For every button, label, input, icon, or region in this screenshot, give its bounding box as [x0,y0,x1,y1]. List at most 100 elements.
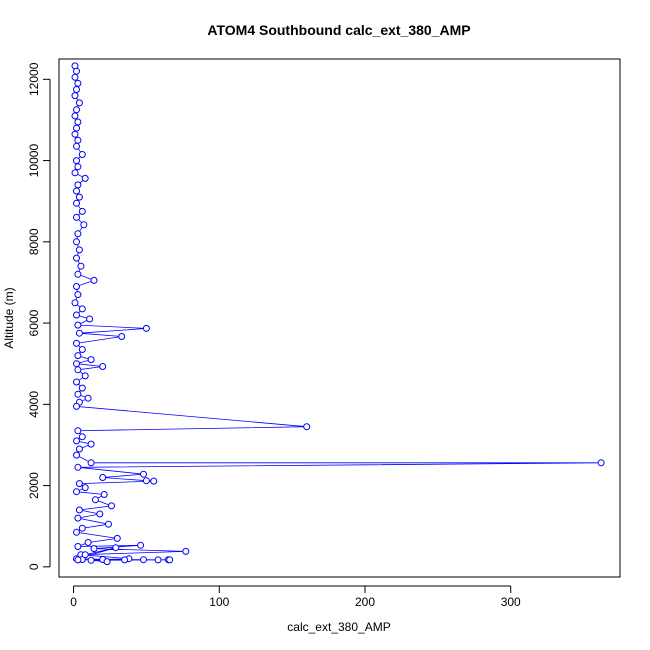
data-point [78,207,86,215]
data-point [73,528,80,536]
data-point [73,124,80,132]
data-point [84,539,92,546]
data-point [75,445,83,453]
x-axis: 0 100 200 300 [70,585,521,609]
y-tick-label: 4000 [27,391,41,418]
y-tick-label: 2000 [27,472,41,499]
data-point [99,474,107,481]
data-point [74,79,82,87]
data-point [74,118,82,126]
data-point [90,276,98,284]
y-axis-label: Altitude (m) [2,287,16,348]
data-point [182,547,190,555]
data-point [78,384,86,392]
data-point [80,221,88,229]
data-point [73,187,80,195]
data-point [71,169,79,177]
data-point [91,496,99,504]
data-point [74,366,82,374]
data-point [73,67,80,75]
data-point [74,463,82,471]
data-point [71,92,79,100]
data-point [100,491,108,498]
data-point [77,262,85,270]
data-point [73,106,80,114]
data-point [112,544,120,552]
x-tick-label: 0 [70,595,77,609]
data-point [78,524,86,532]
data-point [74,556,82,564]
data-point [84,394,92,402]
data-point [137,541,145,549]
data-point [75,329,83,337]
data-point [75,480,83,488]
data-point [108,502,115,510]
data-point [74,181,82,189]
data-series [71,62,605,566]
data-point [166,556,174,564]
data-point [73,488,80,496]
data-point [142,477,150,485]
data-point [75,99,83,107]
y-tick-label: 8000 [27,228,41,255]
y-tick-label: 12000 [27,62,41,96]
data-point [81,484,89,492]
data-point [121,556,129,564]
y-tick-label: 6000 [27,309,41,336]
data-point [74,291,82,299]
y-tick-label: 0 [27,563,41,570]
data-point [73,437,80,445]
data-point [81,174,89,182]
data-point [118,333,126,340]
data-point [73,86,80,93]
data-point [73,378,80,386]
data-point [73,238,80,246]
x-tick-label: 300 [501,595,521,609]
data-point [74,163,82,171]
data-point [140,556,147,564]
data-point [87,459,95,467]
data-point [73,451,80,459]
data-point [71,299,79,307]
data-point [99,363,107,370]
data-point [303,423,311,431]
data-point [78,151,86,158]
data-point [74,427,82,435]
data-point [73,199,80,207]
data-point [73,360,80,368]
data-point [78,433,86,441]
data-point [73,142,80,150]
data-point [74,321,82,329]
data-point [140,470,147,478]
data-point [96,510,104,518]
data-point [87,440,95,448]
data-point [75,246,83,254]
data-point [103,558,111,566]
data-point [71,112,79,120]
data-point [71,73,79,81]
data-point [73,157,80,165]
data-point [73,213,80,221]
data-point [74,514,82,522]
data-point [74,230,82,238]
x-tick-label: 100 [209,595,229,609]
data-point [142,324,150,332]
data-point [105,520,112,528]
data-point [150,477,158,485]
data-point [71,130,79,138]
data-point [73,311,80,319]
x-tick-label: 200 [355,595,375,609]
data-point [75,193,83,201]
data-point [597,459,605,467]
data-point [74,270,82,278]
data-point [87,356,95,364]
data-point [87,556,95,564]
data-point [154,556,162,564]
x-axis-label: calc_ext_380_AMP [287,620,390,634]
data-point [74,543,82,550]
data-point [113,534,121,542]
series-line [74,65,602,562]
data-point [75,506,83,514]
data-point [81,551,89,559]
